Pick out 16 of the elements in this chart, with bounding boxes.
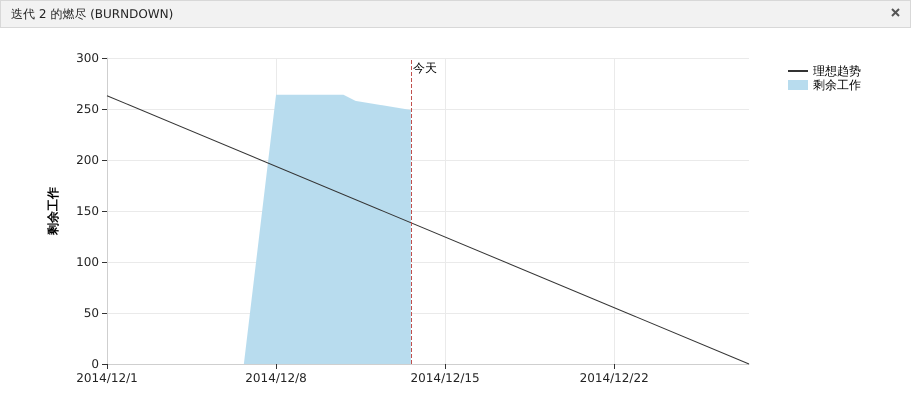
y-tick-label: 300 (76, 51, 99, 65)
y-tick-label: 250 (76, 102, 99, 116)
x-tick-label: 2014/12/8 (245, 371, 307, 385)
legend-label: 理想趋势 (813, 64, 861, 78)
y-tick-label: 0 (91, 357, 99, 371)
y-tick-label: 100 (76, 255, 99, 269)
y-axis-title: 剩余工作 (46, 187, 60, 236)
y-tick-label: 150 (76, 204, 99, 218)
y-tick-label: 200 (76, 153, 99, 167)
y-tick-label: 50 (84, 306, 99, 320)
x-tick-label: 2014/12/1 (76, 371, 138, 385)
chart-title: 迭代 2 的燃尽 (BURNDOWN) (11, 6, 174, 23)
legend-label: 剩余工作 (813, 78, 861, 92)
ref-line-label: 今天 (412, 61, 437, 75)
x-tick-label: 2014/12/15 (410, 371, 480, 385)
x-tick-label: 2014/12/22 (580, 371, 649, 385)
